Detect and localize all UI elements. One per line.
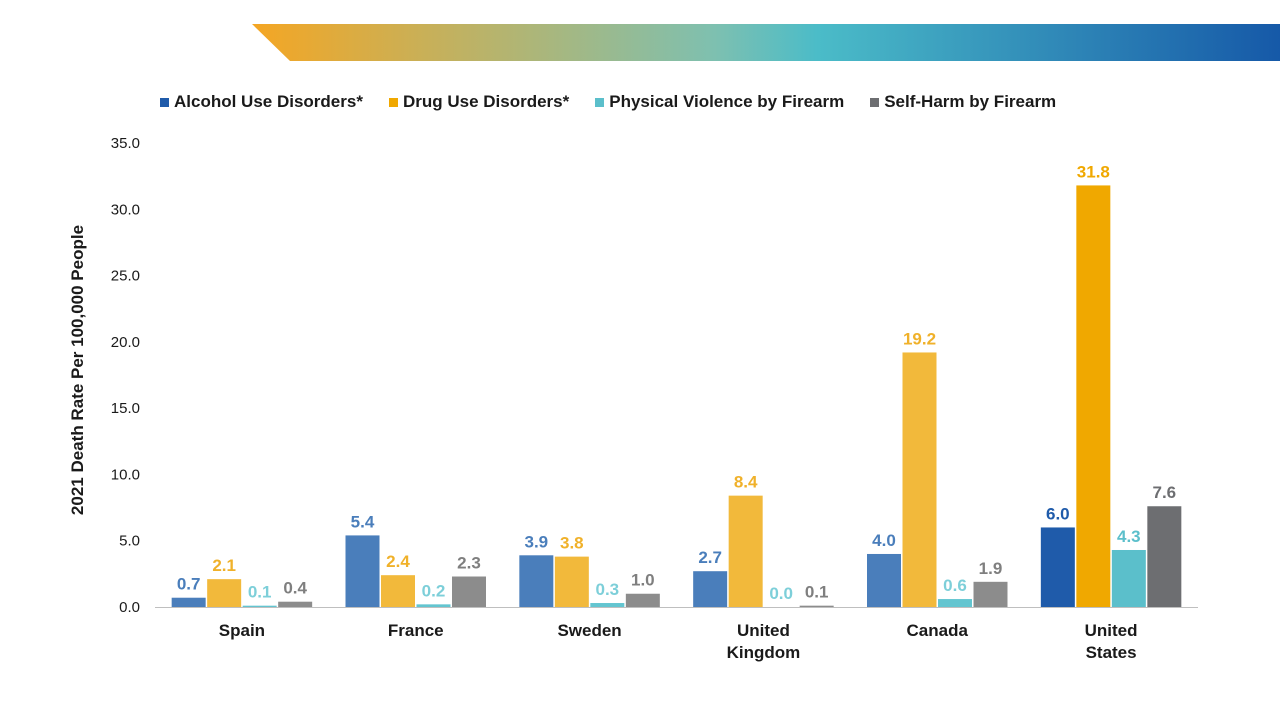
data-label: 2.1 xyxy=(212,556,236,575)
data-label: 3.8 xyxy=(560,534,584,553)
legend-label-drug: Drug Use Disorders* xyxy=(402,92,570,111)
bar xyxy=(242,605,277,607)
bar xyxy=(938,599,972,607)
bar xyxy=(973,581,1008,607)
bar xyxy=(452,576,486,607)
bar xyxy=(207,579,242,607)
legend-swatch-violence xyxy=(595,97,605,107)
data-label: 5.4 xyxy=(351,512,375,531)
bar xyxy=(554,556,589,607)
x-tick-label: Sweden xyxy=(557,621,621,640)
legend-item-alcohol: Alcohol Use Disorders* xyxy=(160,92,363,112)
chart-legend: Alcohol Use Disorders* Drug Use Disorder… xyxy=(160,92,1056,112)
bar xyxy=(1111,549,1146,607)
legend-label-self-harm: Self-Harm by Firearm xyxy=(884,92,1057,111)
y-tick-label: 10.0 xyxy=(111,466,140,483)
data-label: 2.4 xyxy=(386,552,410,571)
data-label: 0.1 xyxy=(805,583,829,602)
x-tick-label: France xyxy=(388,621,444,640)
data-label: 6.0 xyxy=(1046,504,1070,523)
y-tick-label: 20.0 xyxy=(111,334,140,351)
data-label: 3.9 xyxy=(525,532,549,551)
header-gradient-banner xyxy=(252,24,1280,61)
data-label: 0.2 xyxy=(422,581,446,600)
y-tick-label: 0.0 xyxy=(119,599,140,616)
bar xyxy=(278,601,313,607)
bar xyxy=(625,593,660,607)
bar xyxy=(867,553,901,607)
legend-swatch-self-harm xyxy=(870,97,880,107)
x-tick-label: Canada xyxy=(907,621,969,640)
data-label: 2.7 xyxy=(698,548,722,567)
legend-item-drug: Drug Use Disorders* xyxy=(388,92,570,112)
data-label: 1.0 xyxy=(631,571,655,590)
data-label: 4.0 xyxy=(872,531,896,550)
x-tick-label: Spain xyxy=(219,621,265,640)
bar xyxy=(519,555,554,607)
data-label: 0.3 xyxy=(596,580,620,599)
bar xyxy=(728,495,763,607)
legend-label-violence: Physical Violence by Firearm xyxy=(609,92,845,111)
bar xyxy=(1076,185,1111,607)
data-label: 19.2 xyxy=(903,329,936,348)
legend-swatch-drug xyxy=(388,97,398,107)
bar xyxy=(381,575,415,607)
data-label: 2.3 xyxy=(457,554,481,573)
x-tick-label: United States xyxy=(1085,621,1138,662)
data-label: 0.1 xyxy=(248,583,272,602)
bar xyxy=(902,352,937,607)
y-tick-label: 15.0 xyxy=(111,400,140,417)
bar xyxy=(345,535,380,607)
bar xyxy=(416,604,451,607)
data-label: 7.6 xyxy=(1153,483,1177,502)
data-label: 0.6 xyxy=(943,576,967,595)
x-tick-label: United Kingdom xyxy=(727,621,801,662)
legend-label-alcohol: Alcohol Use Disorders* xyxy=(174,92,363,111)
bar xyxy=(1147,506,1182,607)
bar xyxy=(1040,527,1075,607)
bar xyxy=(590,603,625,607)
y-tick-label: 25.0 xyxy=(111,268,140,285)
legend-item-self-harm: Self-Harm by Firearm xyxy=(870,92,1056,112)
data-label: 8.4 xyxy=(734,473,758,492)
data-label: 4.3 xyxy=(1117,527,1141,546)
data-label: 31.8 xyxy=(1077,162,1110,181)
bar xyxy=(799,605,834,607)
bar xyxy=(693,571,728,607)
data-label: 0.4 xyxy=(283,579,307,598)
y-tick-label: 35.0 xyxy=(111,135,140,152)
legend-item-violence: Physical Violence by Firearm xyxy=(595,92,844,112)
y-tick-label: 5.0 xyxy=(119,533,140,550)
data-label: 0.7 xyxy=(177,575,201,594)
data-label: 1.9 xyxy=(979,559,1003,578)
legend-swatch-alcohol xyxy=(160,97,169,107)
bar xyxy=(171,597,206,607)
data-label: 0.0 xyxy=(769,584,793,603)
y-tick-label: 30.0 xyxy=(111,201,140,218)
